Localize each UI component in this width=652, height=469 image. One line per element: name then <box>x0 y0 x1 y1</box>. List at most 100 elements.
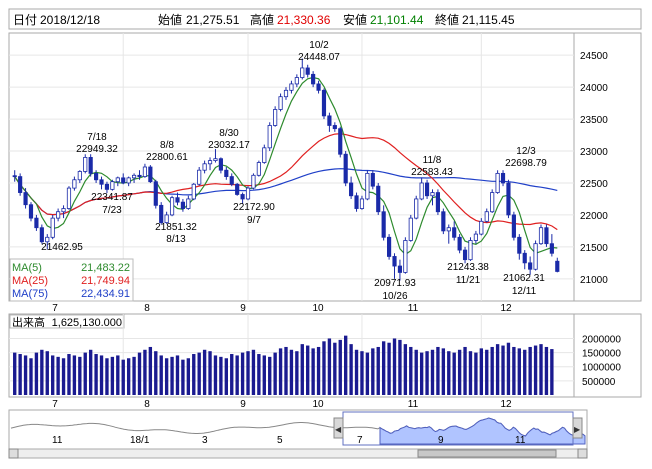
candle-body <box>72 179 77 189</box>
volume-bar <box>468 351 473 395</box>
candle-body <box>18 176 23 193</box>
candle <box>484 208 489 223</box>
candle-body <box>56 211 61 219</box>
volume-bar <box>143 349 147 395</box>
candle-body <box>522 252 527 264</box>
candle-body <box>300 67 305 78</box>
candle-body <box>50 217 55 238</box>
volume-bar <box>387 342 391 395</box>
candle <box>142 163 148 178</box>
candle <box>311 71 316 88</box>
price-tick-label: 24500 <box>580 51 608 62</box>
volume-bar <box>224 358 228 395</box>
volume-bar <box>306 345 310 395</box>
volume-bar <box>83 352 87 395</box>
volume-bar <box>392 338 397 395</box>
candle-body <box>83 157 88 172</box>
ma25-line <box>14 133 558 231</box>
candle-body <box>289 83 294 91</box>
candle <box>94 170 99 183</box>
ma75-legend-label: MA(75) <box>12 288 48 300</box>
candle-body <box>142 166 148 177</box>
volume-bar <box>327 338 332 395</box>
candle-body <box>213 158 218 162</box>
candle-body <box>403 240 408 273</box>
candle <box>50 214 55 240</box>
candle-body <box>414 198 419 219</box>
candle-body <box>278 96 283 110</box>
candle <box>430 189 435 206</box>
ma25-legend-label: MA(25) <box>12 275 48 287</box>
candle <box>121 173 126 185</box>
volume-bar <box>311 348 315 395</box>
candle-body <box>311 73 316 85</box>
candle <box>365 170 370 201</box>
volume-bar <box>273 352 277 395</box>
candle <box>148 165 153 183</box>
candle <box>370 170 375 190</box>
candle-body <box>316 83 321 91</box>
candle <box>45 234 50 250</box>
volume-bar <box>164 358 169 395</box>
navigator-left-handle[interactable] <box>333 417 344 439</box>
candle <box>359 195 365 210</box>
candle <box>126 176 131 187</box>
candle <box>452 221 457 241</box>
candle <box>191 182 196 201</box>
candle-body <box>392 256 397 267</box>
scrollbar-right-button[interactable] <box>577 448 588 459</box>
volume-bar <box>126 358 131 395</box>
volume-bar <box>517 348 521 395</box>
candle-body <box>251 174 256 189</box>
candle-body <box>468 240 473 261</box>
candle-body <box>153 181 158 206</box>
volume-bar <box>40 349 44 395</box>
candle-body <box>424 182 430 197</box>
navigator-scrollbar-thumb[interactable] <box>417 449 557 458</box>
candle-body <box>430 192 435 197</box>
ma5-legend-label: MA(5) <box>12 262 42 274</box>
candle <box>462 246 468 264</box>
volume-bar <box>539 344 543 395</box>
price-tick-label: 22500 <box>580 179 608 190</box>
candle <box>229 173 234 187</box>
volume-bar <box>490 346 494 395</box>
candle <box>273 106 278 127</box>
annotation-date: 8/13 <box>166 234 186 245</box>
candle <box>500 170 506 187</box>
candle-body <box>256 162 261 176</box>
annotation-value: 21243.38 <box>447 262 489 273</box>
candle <box>283 87 289 100</box>
candle-body <box>555 260 560 272</box>
candle-body <box>164 214 169 223</box>
volume-bar <box>365 352 370 395</box>
annotation-value: 21462.95 <box>41 242 83 253</box>
month-label: 8 <box>144 303 150 314</box>
candle-body <box>484 211 489 222</box>
navigator-right-handle[interactable] <box>572 417 583 439</box>
candle <box>479 218 484 236</box>
candle-body <box>197 169 202 185</box>
volume-bar <box>333 342 337 395</box>
candle <box>305 64 310 78</box>
scrollbar-left-button[interactable] <box>8 448 19 459</box>
volume-bar <box>447 351 451 395</box>
volume-bar <box>349 344 353 395</box>
volume-bar <box>501 345 505 395</box>
candle-body <box>224 169 229 177</box>
annotation-date: 10/2 <box>309 40 329 51</box>
candle <box>159 202 164 225</box>
candle-body <box>490 192 495 213</box>
volume-bar <box>240 352 245 395</box>
candle-body <box>349 182 354 197</box>
volume-bar <box>398 339 402 395</box>
candle <box>419 177 424 201</box>
volume-bar <box>360 351 364 395</box>
candle <box>18 173 23 196</box>
volume-bar <box>67 354 71 395</box>
header-close: 21,115.45 <box>462 13 515 27</box>
ma75-legend-value: 22,434.91 <box>81 288 130 300</box>
candle <box>533 240 538 271</box>
volume-bar <box>13 352 17 395</box>
candle <box>251 173 256 190</box>
